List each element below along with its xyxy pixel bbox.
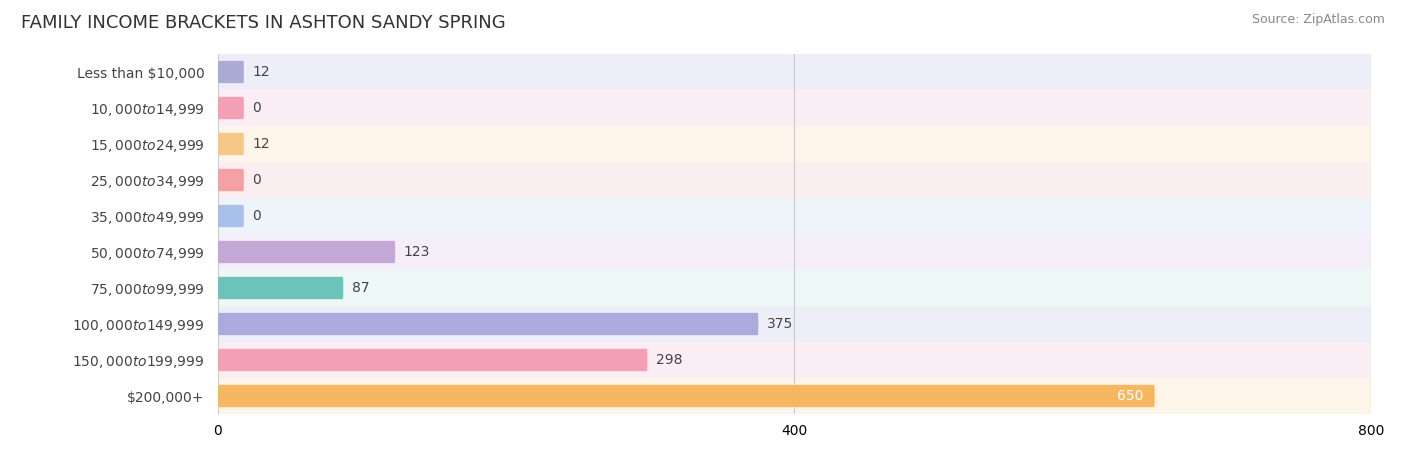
Text: 375: 375 xyxy=(768,317,793,331)
Bar xyxy=(218,126,1371,162)
Text: 0: 0 xyxy=(253,173,262,187)
Text: 0: 0 xyxy=(253,209,262,223)
FancyBboxPatch shape xyxy=(218,133,243,155)
Bar xyxy=(218,306,1371,342)
Bar xyxy=(218,162,1371,198)
Text: FAMILY INCOME BRACKETS IN ASHTON SANDY SPRING: FAMILY INCOME BRACKETS IN ASHTON SANDY S… xyxy=(21,14,506,32)
FancyBboxPatch shape xyxy=(218,385,1154,407)
Text: 12: 12 xyxy=(253,65,270,79)
FancyBboxPatch shape xyxy=(218,349,647,371)
Bar xyxy=(218,198,1371,234)
Text: 87: 87 xyxy=(352,281,370,295)
FancyBboxPatch shape xyxy=(218,205,243,227)
FancyBboxPatch shape xyxy=(218,277,343,299)
Text: 298: 298 xyxy=(657,353,682,367)
Bar xyxy=(218,342,1371,378)
Bar xyxy=(218,378,1371,414)
Bar xyxy=(218,54,1371,90)
Text: 650: 650 xyxy=(1116,389,1143,403)
Text: 12: 12 xyxy=(253,137,270,151)
Bar xyxy=(218,90,1371,126)
FancyBboxPatch shape xyxy=(218,241,395,263)
Bar xyxy=(218,270,1371,306)
Text: Source: ZipAtlas.com: Source: ZipAtlas.com xyxy=(1251,14,1385,27)
Text: 0: 0 xyxy=(253,101,262,115)
Bar xyxy=(218,234,1371,270)
Text: 123: 123 xyxy=(404,245,430,259)
FancyBboxPatch shape xyxy=(218,169,243,191)
FancyBboxPatch shape xyxy=(218,97,243,119)
FancyBboxPatch shape xyxy=(218,313,758,335)
FancyBboxPatch shape xyxy=(218,61,243,83)
